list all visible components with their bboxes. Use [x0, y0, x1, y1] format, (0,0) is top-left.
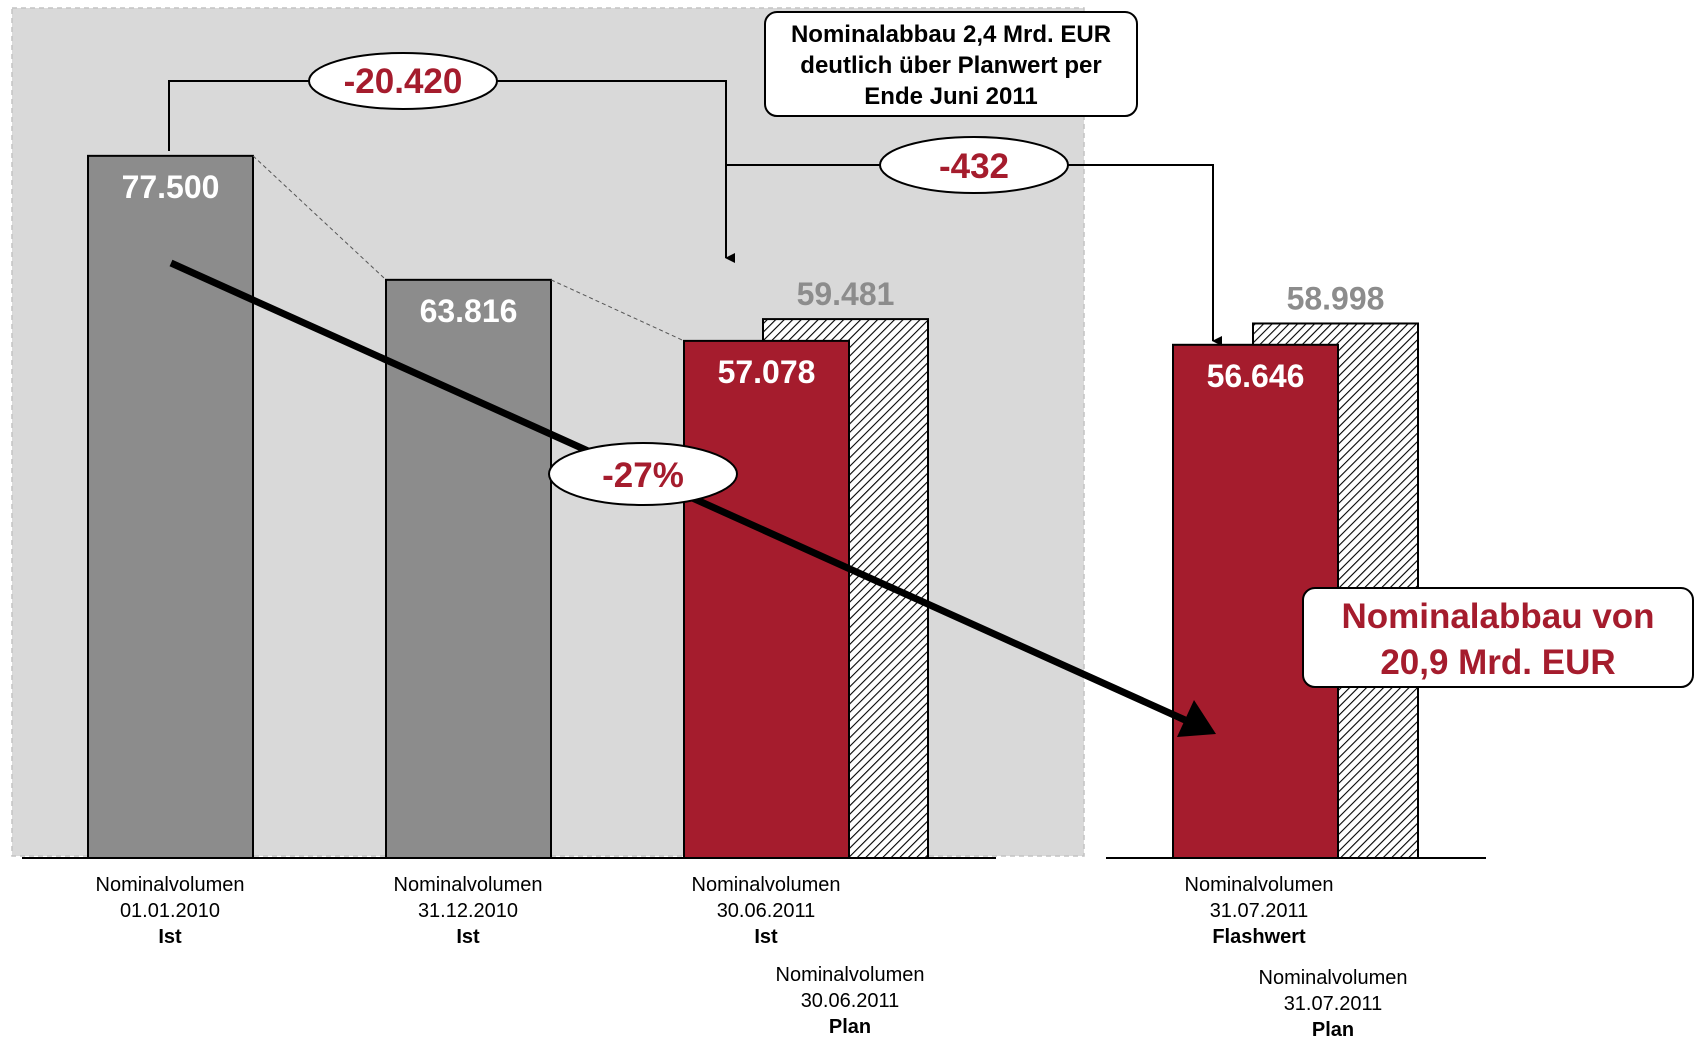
value-label-3: 59.481: [797, 276, 895, 312]
value-label-4: 56.646: [1207, 358, 1305, 394]
category-label-3-line-2: Plan: [829, 1016, 871, 1038]
trend-arrow-head: [1177, 700, 1216, 737]
category-label-2-line-2: Ist: [754, 926, 778, 948]
callout-right-line-1: Nominalabbau von: [1341, 597, 1654, 636]
category-label-2-line-1: 30.06.2011: [717, 900, 816, 922]
category-label-5-line-1: 31.07.2011: [1284, 993, 1383, 1015]
category-label-3-line-1: 30.06.2011: [801, 990, 900, 1012]
callout-right-line-2: 20,9 Mrd. EUR: [1380, 643, 1615, 682]
category-label-1-line-1: 31.12.2010: [418, 900, 518, 922]
callout-top-line-3: Ende Juni 2011: [864, 83, 1037, 110]
category-label-0-line-1: 01.01.2010: [120, 900, 220, 922]
category-label-0-line-2: Ist: [158, 926, 182, 948]
category-label-5-line-2: Plan: [1312, 1019, 1354, 1041]
category-label-5-line-0: Nominalvolumen: [1259, 967, 1408, 989]
callout-top-line-1: Nominalabbau 2,4 Mrd. EUR: [791, 21, 1111, 48]
category-label-2-line-0: Nominalvolumen: [692, 874, 841, 896]
category-label-1-line-2: Ist: [456, 926, 480, 948]
delta-total-label: -20.420: [344, 62, 463, 101]
connectors-group: [252, 155, 685, 342]
bar-ist-0: [87, 154, 254, 860]
category-label-4-line-2: Flashwert: [1212, 926, 1306, 948]
delta-total-ellipse: [308, 52, 498, 110]
value-label-0: 77.500: [122, 169, 220, 205]
percent-change-ellipse: [548, 442, 738, 506]
value-label-5: 58.998: [1287, 280, 1385, 316]
value-label-1: 63.816: [420, 293, 518, 329]
callout-top-box: [764, 11, 1138, 117]
value-label-2: 57.078: [718, 354, 816, 390]
callout-right-box: [1302, 587, 1694, 688]
category-label-0-line-0: Nominalvolumen: [96, 874, 245, 896]
category-label-4-line-1: 31.07.2011: [1210, 900, 1309, 922]
delta-month-ellipse: [879, 136, 1069, 194]
category-label-3-line-0: Nominalvolumen: [776, 964, 925, 986]
value-labels-group: 77.500 63.816 57.078 59.481 56.646 58.998: [122, 169, 1385, 394]
bar-ist-current-2: [683, 339, 850, 860]
percent-change-label: -27%: [602, 456, 684, 495]
delta-month-label: -432: [939, 147, 1009, 186]
category-label-4-line-0: Nominalvolumen: [1185, 874, 1334, 896]
bar-ist-1: [385, 278, 552, 859]
category-labels-group: Nominalvolumen 01.01.2010 Ist Nominalvolume…: [96, 874, 1408, 1041]
connector-line-1: [550, 279, 685, 342]
connector-line-0: [252, 155, 387, 281]
category-label-1-line-0: Nominalvolumen: [394, 874, 543, 896]
callout-top-line-2: deutlich über Planwert per: [800, 52, 1101, 79]
